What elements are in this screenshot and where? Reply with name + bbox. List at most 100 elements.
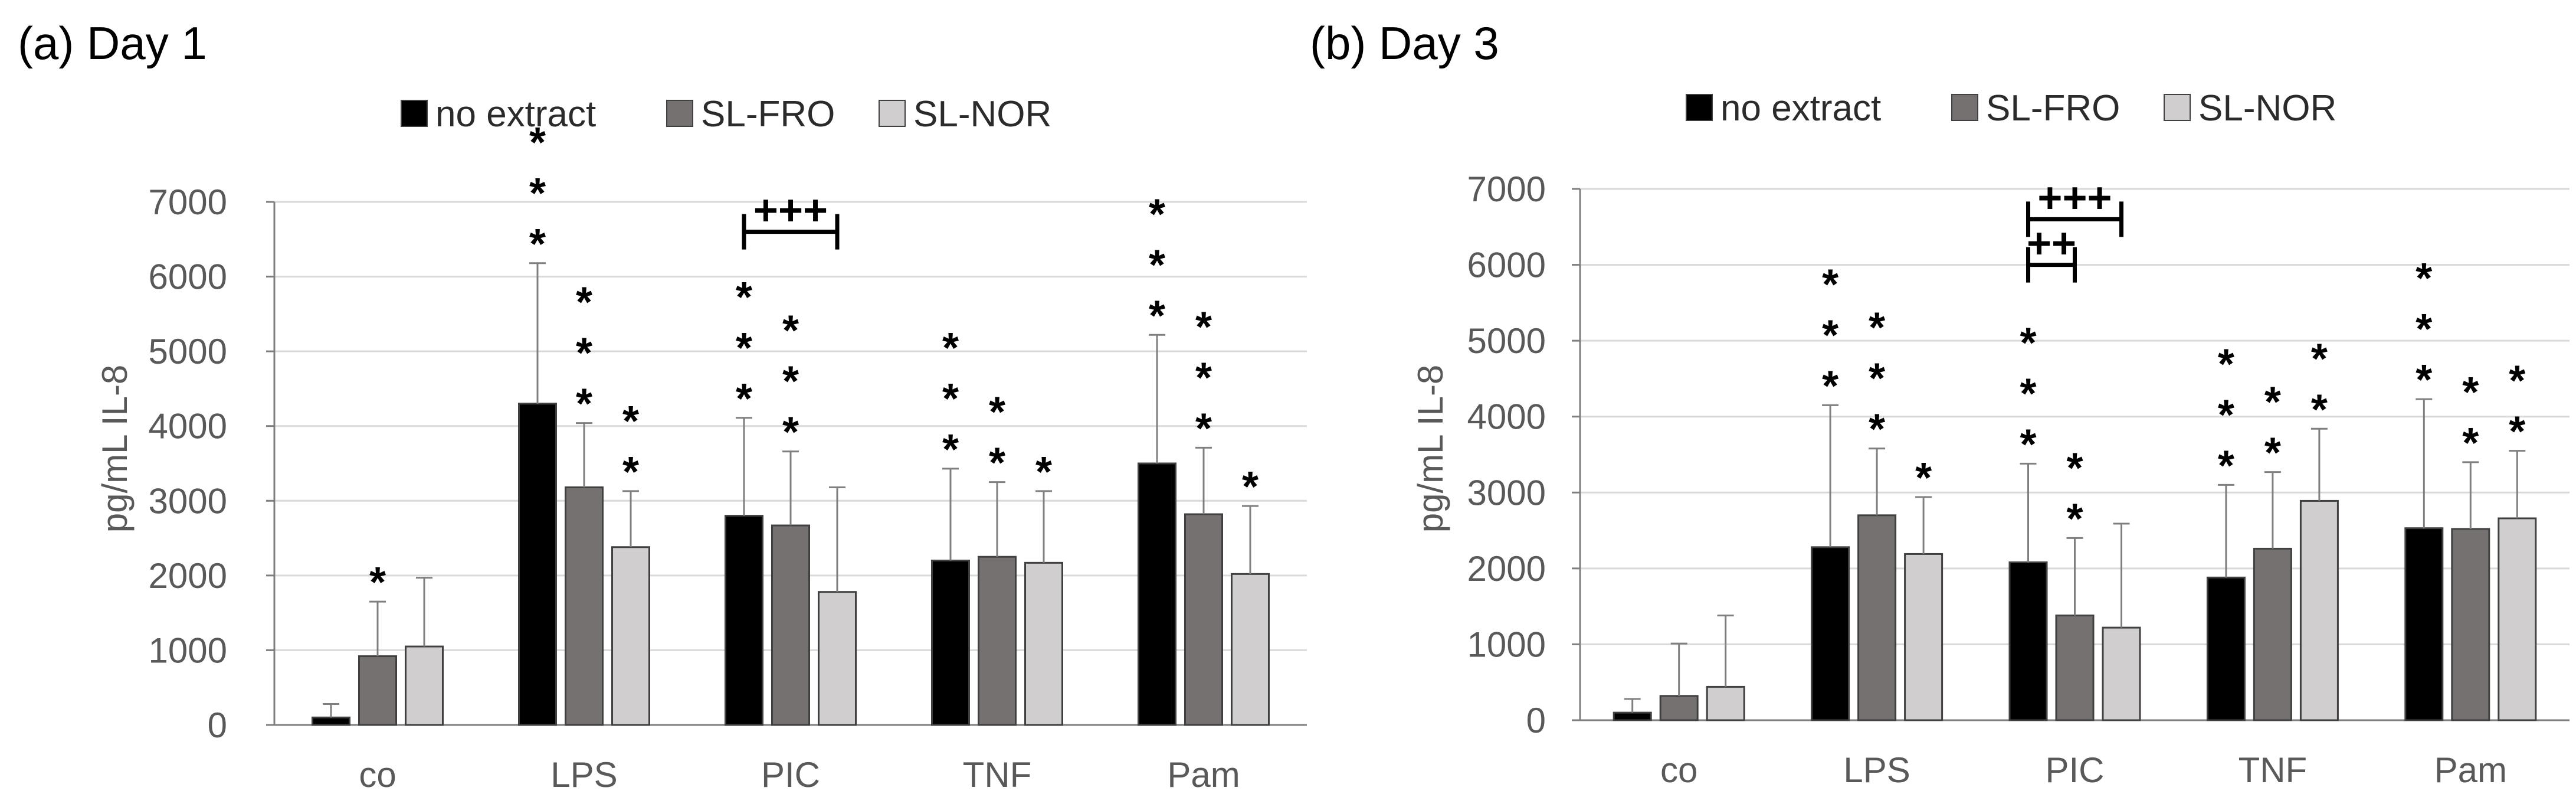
panel-b-bar-pic-sl-nor (2102, 626, 2141, 721)
panel-a-significance-star-lps-sl-nor: * (622, 398, 639, 445)
panel-a-x-tick-label-pic: PIC (761, 755, 820, 795)
panel-a-significance-star-pam-no-extract: * (1149, 292, 1165, 339)
panel-b-y-tick-label: 6000 (1467, 246, 1546, 285)
panel-a-title: (a) Day 1 (18, 17, 207, 69)
panel-b-legend-label-sl-fro: SL-FRO (1986, 88, 2120, 129)
panel-a-significance-star-lps-no-extract: * (529, 119, 546, 166)
panel-a-bar-tnf-sl-fro (978, 556, 1017, 726)
panel-a-significance-star-tnf-no-extract: * (942, 426, 959, 473)
panel-a-x-tick-label-co: co (359, 755, 396, 795)
panel-b-title: (b) Day 3 (1310, 17, 1499, 69)
panel-a-y-tick-label: 3000 (149, 481, 227, 521)
panel-a-plot: 0 1000 2000 3000 4000 5000 6000 7000 no extract S… (149, 94, 1307, 795)
panel-b-bar-tnf-sl-nor (2299, 499, 2339, 721)
panel-a-significance-star-co-sl-fro: * (369, 559, 386, 606)
panel-b-bar-lps-no-extract (1811, 546, 1850, 721)
panel-a-legend-label-sl-nor: SL-NOR (913, 94, 1051, 135)
panel-a-significance-star-pic-no-extract: * (736, 325, 752, 372)
panel-b-x-tick-label-co: co (1660, 750, 1697, 790)
panel-b-legend-swatch-sl-nor (2164, 94, 2191, 121)
panel-a-y-tick-label: 2000 (149, 556, 227, 596)
panel-a-y-tick-label: 6000 (149, 257, 227, 297)
panel-b-comparison-label: +++ (2037, 174, 2112, 221)
panel-b-bar-pic-no-extract (2008, 561, 2048, 721)
panel-a-significance-star-lps-sl-fro: * (576, 381, 592, 428)
panel-a-bar-lps-sl-nor (611, 546, 650, 726)
panel-b-legend-label-no-extract: no extract (1720, 88, 1881, 129)
panel-b-x-tick-label-pam: Pam (2434, 750, 2507, 790)
panel-a-y-tick-label: 1000 (149, 630, 227, 670)
panel-a-bar-pic-no-extract (725, 515, 763, 726)
panel-b-bar-pam-no-extract (2404, 527, 2444, 721)
panel-b-bar-lps-sl-nor (1904, 553, 1944, 721)
panel-a-y-axis-label: pg/mL IL-8 (95, 365, 135, 533)
panel-b-significance-star-pam-sl-nor: * (2509, 358, 2525, 405)
panel-b-x-tick-label-lps: LPS (1843, 750, 1910, 790)
panel-a-bar-co-sl-nor (405, 645, 444, 726)
panel-a-significance-star-pam-sl-fro: * (1195, 354, 1212, 401)
panel-b-bar-lps-sl-fro (1857, 514, 1897, 721)
panel-a-significance-star-lps-sl-fro: * (576, 330, 592, 377)
panel-a-significance-star-tnf-sl-fro: * (989, 440, 1005, 487)
panel-a-bar-pic-sl-nor (818, 591, 857, 726)
panel-b-significance-star-lps-sl-nor: * (1915, 455, 1932, 502)
panel-b-significance-star-tnf-sl-nor: * (2311, 386, 2328, 433)
panel-b-bar-pam-sl-nor (2498, 517, 2537, 721)
panel-b-significance-star-lps-no-extract: * (1822, 261, 1838, 308)
panel-a-significance-star-tnf-sl-nor: * (1035, 449, 1052, 496)
panel-b-legend-swatch-no-extract (1686, 94, 1713, 121)
panel-b-significance-star-pic-no-extract: * (2020, 370, 2036, 417)
panel-a-significance-star-pic-sl-fro: * (782, 409, 799, 456)
panel-a-bar-lps-sl-fro (565, 486, 604, 726)
panel-a-significance-star-pic-no-extract: * (736, 375, 752, 423)
panel-b-y-tick-label: 4000 (1467, 397, 1546, 437)
panel-a-bar-pam-sl-fro (1184, 513, 1223, 726)
panel-a-significance-star-pam-sl-fro: * (1195, 303, 1212, 351)
panel-b-significance-star-pic-no-extract: * (2020, 421, 2036, 468)
panel-b-significance-star-pic-sl-fro: * (2066, 495, 2083, 543)
panel-b-significance-star-lps-no-extract: * (1822, 312, 1838, 359)
panel-a-y-tick-label: 5000 (149, 332, 227, 371)
panel-a-legend-label-sl-fro: SL-FRO (701, 94, 835, 135)
panel-a-significance-star-tnf-no-extract: * (942, 325, 959, 372)
panel-b-x-tick-label-pic: PIC (2045, 750, 2104, 790)
panel-a-bar-lps-no-extract (518, 403, 557, 726)
panel-a-bar-pic-sl-fro (771, 524, 810, 726)
panel-a-bar-tnf-sl-nor (1024, 561, 1063, 726)
panel-a-legend-swatch-sl-nor (879, 100, 906, 127)
panel-b-legend-label-sl-nor: SL-NOR (2198, 88, 2336, 129)
panel-b-y-tick-label: 2000 (1467, 549, 1546, 589)
panel-a-bar-pam-sl-nor (1231, 573, 1270, 726)
panel-a-significance-star-pic-sl-fro: * (782, 308, 799, 355)
panel-b-significance-star-pic-no-extract: * (2020, 319, 2036, 367)
panel-a-x-tick-label-lps: LPS (550, 755, 617, 795)
panel-a-comparison-label: +++ (753, 187, 828, 234)
panel-b-legend-swatch-sl-fro (1951, 94, 1978, 121)
panel-a-significance-star-lps-no-extract: * (529, 221, 546, 268)
panel-a-significance-star-pic-no-extract: * (736, 274, 752, 321)
panel-a-significance-star-lps-sl-nor: * (622, 449, 639, 496)
panel-b-y-tick-label: 7000 (1467, 169, 1546, 209)
panel-b-significance-star-pic-sl-fro: * (2066, 445, 2083, 492)
panel-b-bar-co-sl-nor (1706, 685, 1745, 721)
panel-a-bar-tnf-no-extract (931, 560, 970, 726)
panel-a-legend-label-no-extract: no extract (435, 94, 596, 135)
panel-a-significance-star-tnf-no-extract: * (942, 375, 959, 423)
panel-a-significance-star-pam-no-extract: * (1149, 191, 1165, 238)
panel-a-significance-star-pic-sl-fro: * (782, 358, 799, 406)
panel-b-significance-star-tnf-sl-nor: * (2311, 335, 2328, 383)
panel-b-bar-pam-sl-fro (2451, 528, 2490, 721)
panel-b-x-tick-label-tnf: TNF (2239, 750, 2308, 790)
panel-b-bar-tnf-sl-fro (2253, 547, 2292, 721)
panel-a-significance-star-pam-sl-fro: * (1195, 405, 1212, 452)
panel-b-bar-tnf-no-extract (2206, 576, 2246, 721)
panel-a-significance-star-lps-no-extract: * (529, 170, 546, 217)
panel-b-significance-star-pam-sl-fro: * (2462, 420, 2479, 467)
panel-b-significance-star-pam-sl-nor: * (2509, 409, 2525, 456)
panel-b-y-tick-label: 0 (1526, 701, 1546, 740)
panel-b-y-tick-label: 5000 (1467, 321, 1546, 361)
panel-b-y-axis-label: pg/mL IL-8 (1411, 365, 1450, 533)
panel-b-significance-star-pam-no-extract: * (2416, 357, 2432, 404)
panel-b-significance-star-pam-sl-fro: * (2462, 369, 2479, 416)
